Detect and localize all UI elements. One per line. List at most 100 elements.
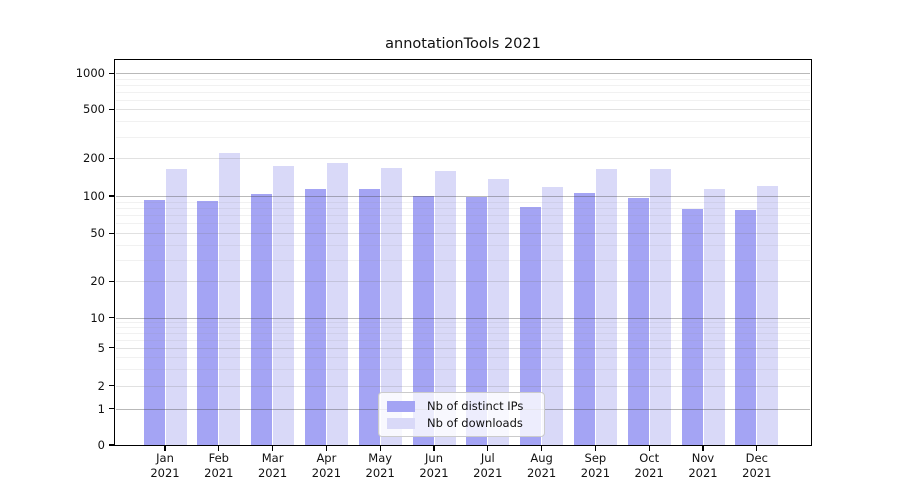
x-tick-dec <box>756 446 758 451</box>
y-tick-label-2: 2 <box>97 378 105 393</box>
x-tick-label-oct: Oct 2021 <box>634 451 664 480</box>
x-tick-label-aug: Aug 2021 <box>526 451 557 480</box>
legend-swatch-distinct-ips <box>387 400 415 412</box>
gridline-minor-4 <box>116 356 810 358</box>
x-tick-label-jan: Jan 2021 <box>150 451 180 480</box>
bar-downloads-sep <box>595 169 617 445</box>
bar-downloads-nov <box>703 188 725 445</box>
x-tick-label-nov: Nov 2021 <box>688 451 718 480</box>
x-tick-aug <box>540 446 543 451</box>
x-tick-label-jul: Jul 2021 <box>473 451 503 480</box>
bar-distinct-ips-apr <box>304 188 326 445</box>
bar-downloads-aug <box>542 187 564 445</box>
bar-distinct-ips-nov <box>681 209 703 445</box>
legend-item-downloads: Nb of downloads <box>387 416 536 430</box>
x-tick-label-apr: Apr 2021 <box>311 451 342 480</box>
gridline-minor-400 <box>116 121 810 123</box>
gridline-50 <box>116 233 810 235</box>
bar-distinct-ips-aug <box>520 207 542 445</box>
bar-downloads-may <box>380 167 402 445</box>
y-tick-2 <box>109 384 114 387</box>
x-tick-nov <box>702 446 704 451</box>
bar-distinct-ips-sep <box>573 192 595 445</box>
bar-distinct-ips-dec <box>735 210 757 445</box>
bar-distinct-ips-feb <box>197 201 219 445</box>
legend-label-distinct-ips: Nb of distinct IPs <box>427 399 524 413</box>
gridline-minor-3 <box>116 368 810 370</box>
x-tick-sep <box>594 446 597 451</box>
legend-item-distinct-ips: Nb of distinct IPs <box>387 399 536 413</box>
y-tick-100 <box>109 195 114 197</box>
x-tick-mar <box>271 446 274 451</box>
y-tick-10 <box>109 317 114 319</box>
y-tick-20 <box>109 280 114 283</box>
chart-title: annotationTools 2021 <box>385 36 541 52</box>
gridline-200 <box>116 158 810 160</box>
gridline-2 <box>116 385 810 387</box>
x-tick-jan <box>164 446 166 451</box>
bar-downloads-mar <box>273 166 295 445</box>
y-tick-label-200: 200 <box>83 151 105 166</box>
bar-downloads-apr <box>326 163 348 445</box>
bar-distinct-ips-oct <box>627 198 649 445</box>
x-tick-apr <box>325 446 328 451</box>
x-tick-label-may: May 2021 <box>365 451 395 480</box>
y-tick-label-1000: 1000 <box>75 66 105 81</box>
bar-distinct-ips-mar <box>251 193 273 445</box>
x-tick-jul <box>487 446 489 451</box>
gridline-minor-8 <box>116 327 810 329</box>
bar-distinct-ips-may <box>358 188 380 445</box>
gridline-minor-40 <box>116 245 810 246</box>
y-tick-500 <box>109 108 114 110</box>
gridline-1000 <box>116 73 810 75</box>
gridline-minor-90 <box>116 201 810 203</box>
gridline-minor-800 <box>116 84 810 86</box>
gridline-minor-80 <box>116 208 810 209</box>
gridline-minor-60 <box>116 223 810 225</box>
bar-downloads-jun <box>434 171 456 445</box>
bar-distinct-ips-jul <box>466 197 488 445</box>
y-tick-label-500: 500 <box>83 102 105 117</box>
y-tick-0 <box>109 444 114 446</box>
gridline-minor-300 <box>116 136 810 138</box>
gridline-minor-6 <box>116 339 810 341</box>
bar-downloads-feb <box>219 153 241 445</box>
y-tick-1000 <box>109 72 114 74</box>
bar-downloads-dec <box>757 185 779 445</box>
gridline-5 <box>116 347 810 349</box>
x-tick-jun <box>433 446 435 451</box>
y-tick-50 <box>109 232 114 234</box>
y-tick-label-100: 100 <box>83 189 105 203</box>
y-tick-label-10: 10 <box>90 310 105 325</box>
x-tick-label-jun: Jun 2021 <box>419 451 449 480</box>
y-tick-200 <box>109 157 114 159</box>
x-tick-label-sep: Sep 2021 <box>580 451 611 480</box>
y-tick-label-50: 50 <box>90 226 105 241</box>
x-tick-feb <box>218 446 220 451</box>
y-tick-label-0: 0 <box>97 438 105 452</box>
gridline-100 <box>116 196 810 197</box>
legend: Nb of distinct IPs Nb of downloads <box>378 392 545 437</box>
y-tick-label-1: 1 <box>97 401 105 416</box>
y-tick-5 <box>109 347 114 349</box>
x-tick-label-dec: Dec 2021 <box>742 451 772 480</box>
gridline-20 <box>116 281 810 283</box>
y-tick-label-20: 20 <box>90 274 105 289</box>
legend-swatch-downloads <box>387 417 415 429</box>
x-tick-may <box>379 446 381 451</box>
gridline-minor-9 <box>116 322 810 324</box>
bar-downloads-oct <box>649 169 671 445</box>
x-tick-label-mar: Mar 2021 <box>257 451 288 480</box>
x-tick-label-feb: Feb 2021 <box>204 451 234 480</box>
bar-distinct-ips-jun <box>412 196 434 445</box>
gridline-minor-900 <box>116 78 810 80</box>
bar-distinct-ips-jan <box>143 199 165 445</box>
bar-downloads-jul <box>488 178 510 445</box>
gridline-500 <box>116 109 810 111</box>
gridline-10 <box>116 317 810 319</box>
gridline-minor-700 <box>116 91 810 93</box>
legend-label-downloads: Nb of downloads <box>427 416 523 430</box>
gridline-minor-70 <box>116 215 810 217</box>
y-tick-1 <box>109 407 114 410</box>
